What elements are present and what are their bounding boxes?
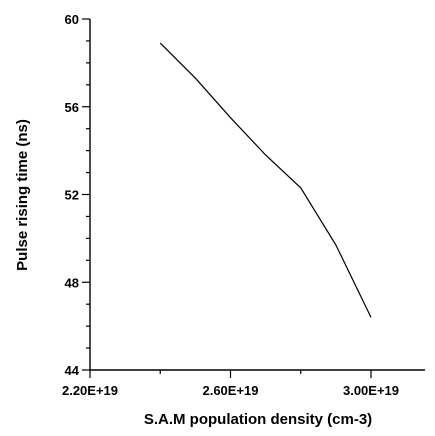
x-tick-label: 3.00E+19 bbox=[343, 383, 399, 398]
y-tick-label: 52 bbox=[65, 188, 79, 203]
x-tick-label: 2.60E+19 bbox=[202, 383, 258, 398]
x-tick-label: 2.20E+19 bbox=[62, 383, 118, 398]
y-tick-label: 60 bbox=[65, 12, 79, 27]
y-tick-label: 56 bbox=[65, 100, 79, 115]
series-line bbox=[159, 42, 372, 318]
axis-ticks bbox=[82, 18, 372, 378]
x-axis-title: S.A.M population density (cm-3) bbox=[144, 411, 372, 428]
y-axis-title: Pulse rising time (ns) bbox=[14, 119, 31, 271]
series-group bbox=[159, 42, 372, 318]
y-tick-label: 48 bbox=[65, 275, 79, 290]
y-tick-label: 44 bbox=[65, 363, 80, 378]
tick-labels: 44 48 52 56 60 2.20E+19 2.60E+19 3.00E+19 bbox=[62, 12, 399, 398]
